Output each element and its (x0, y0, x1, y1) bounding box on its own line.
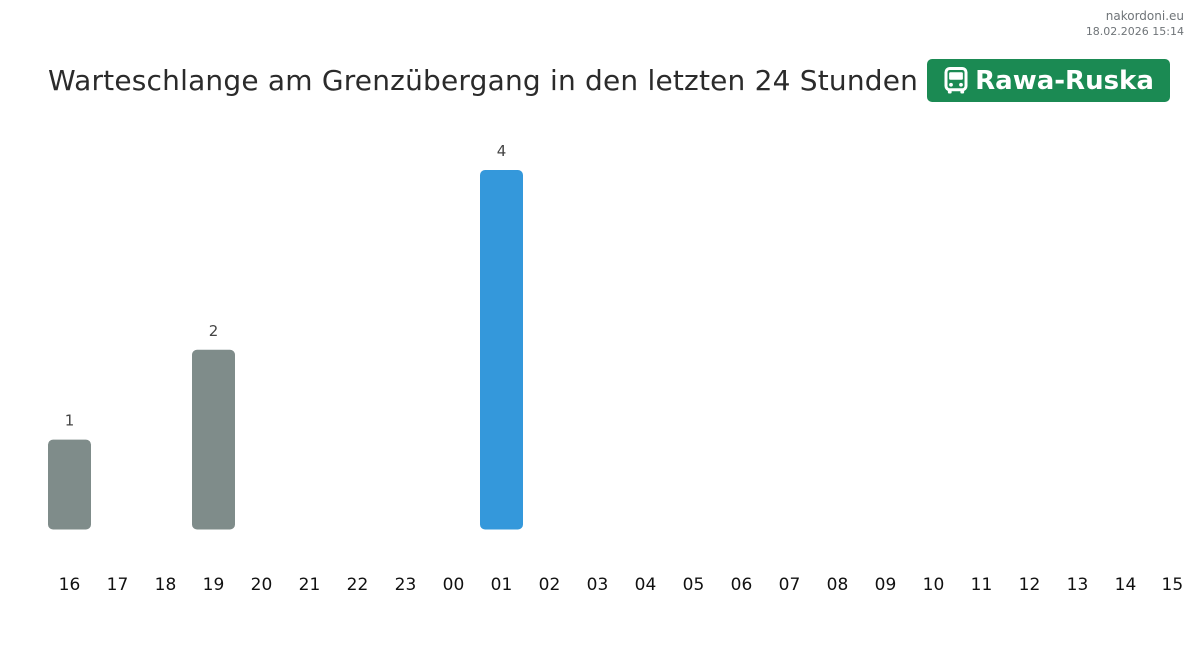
x-tick-16: 16 (59, 575, 81, 595)
x-tick-10: 10 (923, 575, 945, 595)
bus-icon (944, 66, 968, 93)
x-tick-19: 19 (203, 575, 225, 595)
bar-19 (192, 349, 235, 530)
x-tick-09: 09 (875, 575, 897, 595)
x-tick-08: 08 (827, 575, 849, 595)
x-tick-22: 22 (347, 575, 369, 595)
border-crossing-badge: Rawa-Ruska (927, 59, 1170, 102)
x-tick-15: 15 (1162, 575, 1184, 595)
data-label-01: 4 (497, 142, 507, 160)
x-tick-14: 14 (1115, 575, 1137, 595)
x-tick-04: 04 (635, 575, 657, 595)
x-tick-03: 03 (587, 575, 609, 595)
x-tick-01: 01 (491, 575, 513, 595)
timestamp: 18.02.2026 15:14 (1085, 25, 1184, 38)
x-tick-13: 13 (1067, 575, 1089, 595)
data-label-16: 1 (65, 412, 75, 430)
chart-title: Warteschlange am Grenzübergang in den le… (48, 64, 919, 97)
x-tick-11: 11 (971, 575, 993, 595)
x-tick-06: 06 (731, 575, 753, 595)
bar-01 (480, 170, 523, 530)
x-tick-17: 17 (107, 575, 129, 595)
border-crossing-name: Rawa-Ruska (975, 65, 1154, 96)
chart-header: Warteschlange am Grenzübergang in den le… (48, 59, 1170, 102)
site-name: nakordoni.eu (1105, 9, 1184, 23)
x-tick-21: 21 (299, 575, 321, 595)
x-tick-02: 02 (539, 575, 561, 595)
x-tick-20: 20 (251, 575, 273, 595)
x-tick-18: 18 (155, 575, 177, 595)
bar-16 (48, 439, 91, 530)
x-tick-07: 07 (779, 575, 801, 595)
source-info: nakordoni.eu 18.02.2026 15:14 (1086, 9, 1184, 39)
x-tick-05: 05 (683, 575, 705, 595)
x-tick-23: 23 (395, 575, 417, 595)
x-tick-12: 12 (1019, 575, 1041, 595)
data-label-19: 2 (209, 322, 219, 340)
x-tick-00: 00 (443, 575, 465, 595)
